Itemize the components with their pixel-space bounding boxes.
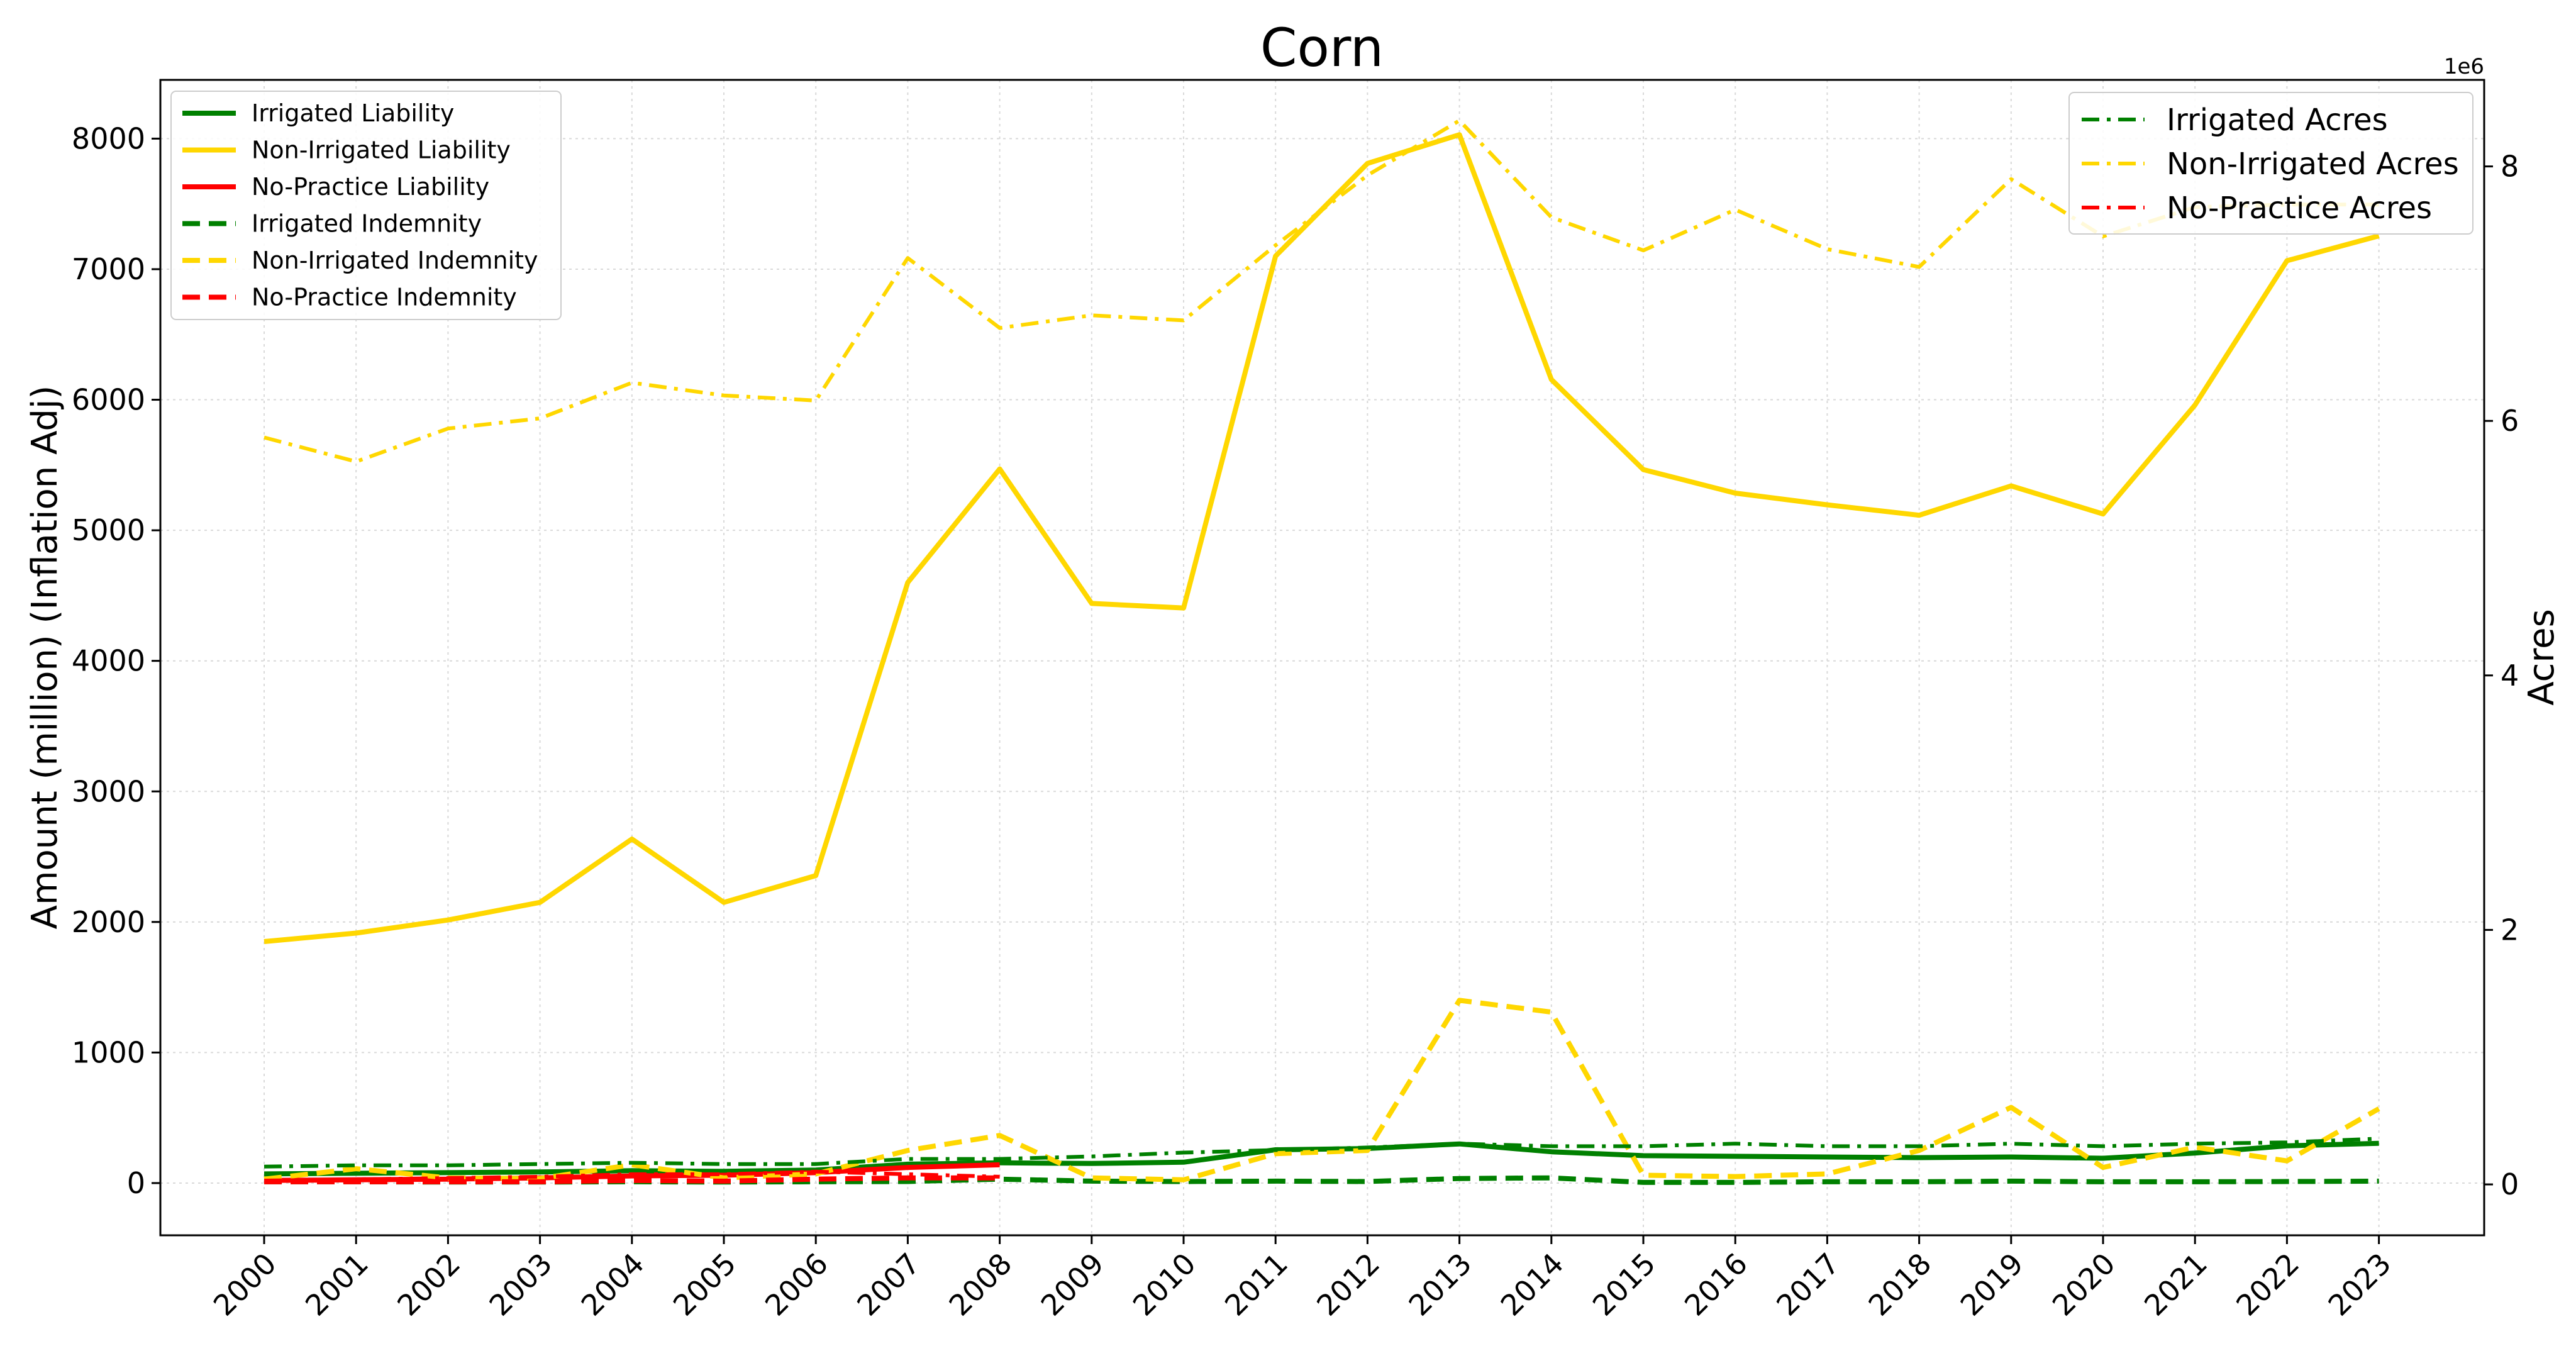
x-tick-label: 2002 [391,1247,467,1323]
x-tick-label: 2003 [482,1247,558,1323]
y-tick-label: 3000 [72,774,145,808]
y-axis-label: Amount (million) (Inflation Adj) [25,386,65,930]
y2-tick-label: 4 [2501,659,2519,692]
x-tick-label: 2022 [2229,1247,2306,1323]
legend-label: Non-Irrigated Liability [252,136,511,164]
y2-tick-label: 2 [2501,913,2519,947]
legend-label: No-Practice Acres [2167,191,2432,226]
legend-label: No-Practice Indemnity [252,284,517,311]
x-tick-label: 2000 [207,1247,283,1323]
y2-tick-label: 6 [2501,404,2519,438]
x-tick-label: 2004 [575,1247,651,1323]
x-tick-label: 2001 [299,1247,375,1323]
x-tick-label: 2010 [1126,1247,1202,1323]
series-irrigated-liability [264,1140,2379,1177]
x-tick-label: 2016 [1678,1247,1754,1323]
y-tick-label: 1000 [72,1035,145,1069]
x-tick-label: 2008 [942,1247,1018,1323]
x-tick-label: 2014 [1494,1247,1570,1323]
grid [160,80,2484,1235]
legend-right: Irrigated Acres Non-Irrigated Acres No-Pra… [2068,92,2473,235]
x-tick-label: 2009 [1035,1247,1111,1323]
x-tick-label: 2023 [2321,1247,2397,1323]
y-tick-label: 7000 [72,252,145,286]
legend-label: Irrigated Acres [2167,103,2388,138]
x-tick-label: 2021 [2138,1247,2214,1323]
legend-label: Irrigated Indemnity [252,210,482,238]
x-tick-label: 2011 [1218,1247,1294,1323]
x-tick-label: 2013 [1402,1247,1478,1323]
legend-label: Non-Irrigated Acres [2167,147,2459,182]
x-tick-label: 2007 [850,1247,926,1323]
y-tick-label: 0 [127,1166,145,1200]
y-axis-right: 0 2 4 6 8 [2484,150,2519,1201]
series-no-practice-indemnity [264,1175,1000,1184]
series-non-irrigated-indemnity [264,998,2380,1182]
y-tick-label: 4000 [72,644,145,678]
plot-area-frame [159,79,2485,1237]
x-tick-label: 2019 [1954,1247,2030,1323]
series-non-irrigated-acres [264,118,2379,464]
y-tick-label: 2000 [72,905,145,939]
x-tick-label: 2006 [758,1247,835,1323]
x-tick-label: 2018 [1862,1247,1938,1323]
x-tick-label: 2015 [1586,1247,1662,1323]
series-non-irrigated-liability [264,132,2380,944]
y-tick-label: 8000 [72,121,145,155]
y2-axis-offset-label: 1e6 [2444,54,2484,79]
legend-label: Irrigated Liability [252,99,454,127]
y-axis-left: 0 1000 2000 3000 4000 5000 6000 7000 8000 [72,121,160,1200]
x-tick-label: 2012 [1310,1247,1386,1323]
y-tick-label: 5000 [72,513,145,547]
y2-axis-label: Acres [2521,609,2562,706]
x-axis: 2000 2001 2002 2003 2004 2005 2006 2007 2008 2009… [207,1235,2397,1323]
series-no-practice-acres [264,1169,1000,1182]
legend-left: Irrigated Liability Non-Irrigated Liabili… [170,91,562,320]
legend-right-frame [2068,92,2473,235]
y-tick-label: 6000 [72,383,145,417]
y2-tick-label: 0 [2501,1167,2519,1201]
x-tick-label: 2020 [2046,1247,2122,1323]
legend-label: Non-Irrigated Indemnity [252,247,538,274]
x-tick-label: 2017 [1770,1247,1846,1323]
x-tick-label: 2005 [667,1247,743,1323]
series-irrigated-acres [264,1137,2379,1169]
legend-left-frame [170,91,562,320]
y2-tick-label: 8 [2501,150,2519,184]
series-lines [264,118,2380,1185]
legend-label: No-Practice Liability [252,173,489,201]
chart-title: Corn [1260,17,1384,79]
